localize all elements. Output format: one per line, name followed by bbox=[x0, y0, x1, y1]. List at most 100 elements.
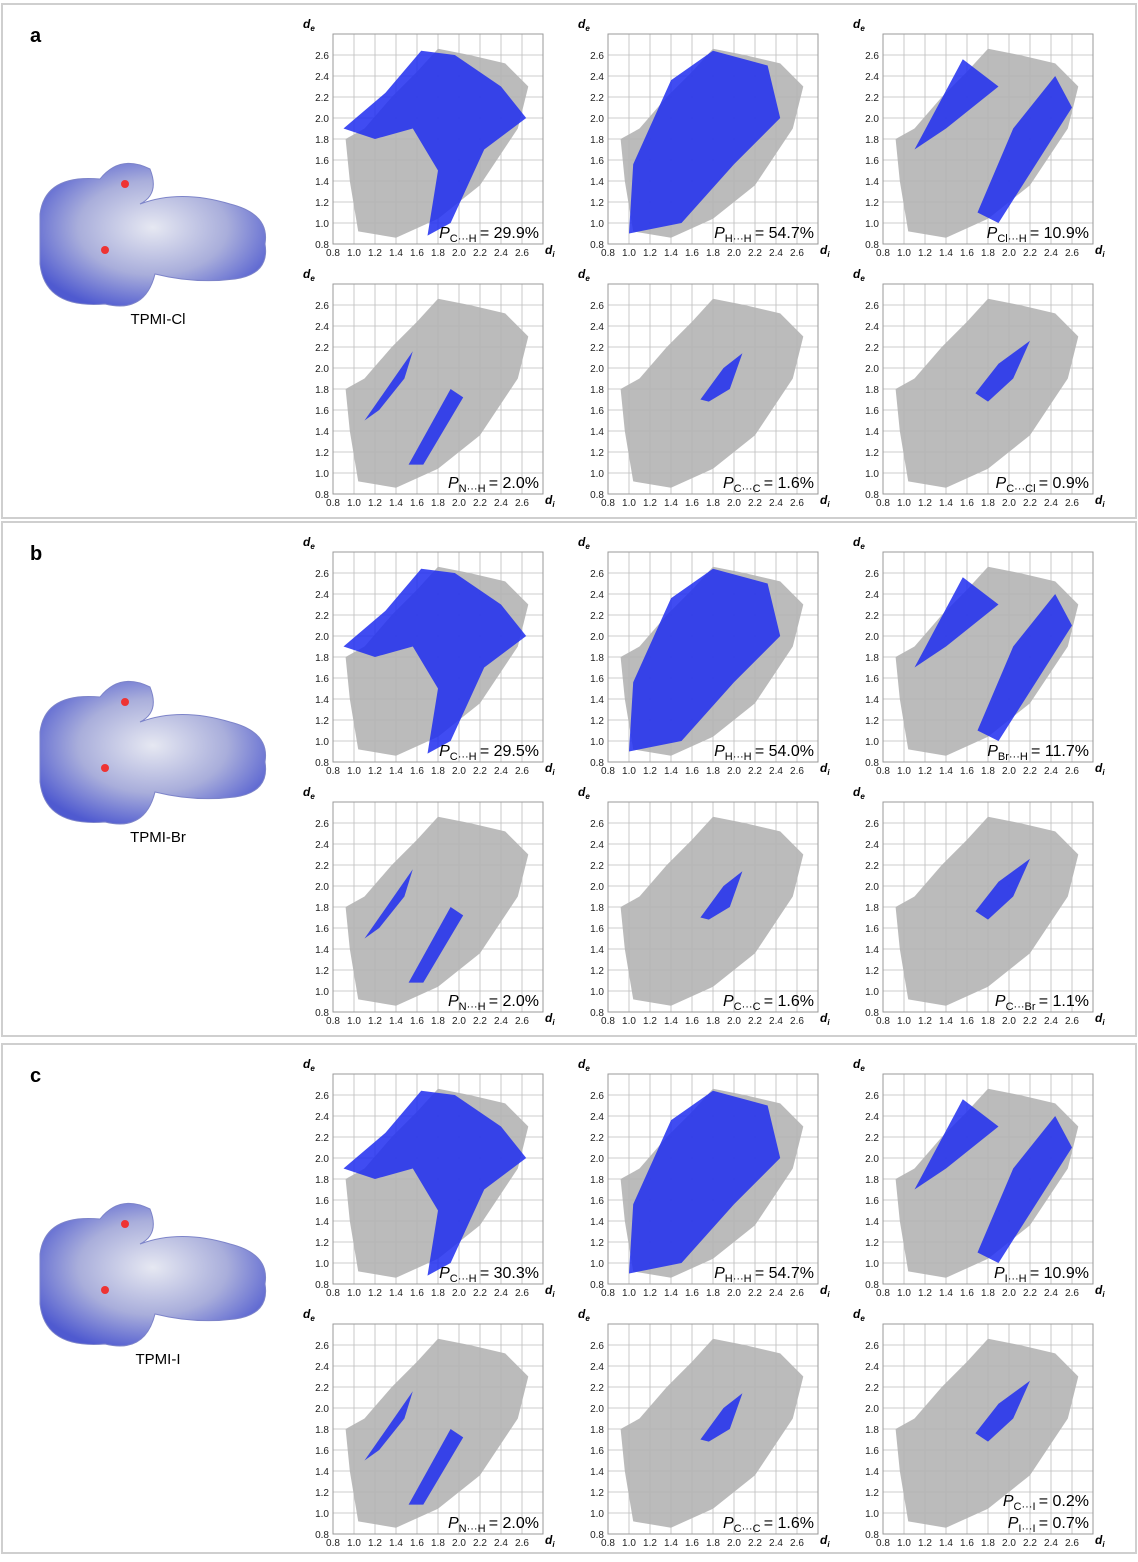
x-tick-label: 1.0 bbox=[897, 766, 911, 777]
contact-spot bbox=[101, 1286, 109, 1294]
x-tick-label: 1.4 bbox=[389, 1288, 403, 1299]
x-tick-label: 2.6 bbox=[515, 498, 529, 509]
x-tick-label: 1.6 bbox=[960, 766, 974, 777]
x-tick-label: 2.4 bbox=[769, 248, 783, 259]
x-tick-label: 2.2 bbox=[748, 1288, 762, 1299]
contact-pair: C···C bbox=[734, 1001, 761, 1013]
x-axis-label: di bbox=[545, 493, 555, 509]
x-tick-label: 2.2 bbox=[473, 1538, 487, 1549]
x-tick-label: 2.2 bbox=[748, 766, 762, 777]
x-tick-label: 1.0 bbox=[347, 248, 361, 259]
y-tick-label: 2.4 bbox=[865, 840, 879, 851]
x-tick-label: 2.2 bbox=[1023, 1288, 1037, 1299]
contact-percentage: PC···C = 1.6% bbox=[723, 475, 814, 495]
contact-pair: C···H bbox=[450, 1273, 477, 1285]
x-axis-label-sub: i bbox=[552, 1540, 555, 1549]
y-axis-label: de bbox=[853, 1307, 865, 1323]
y-tick-label: 2.0 bbox=[590, 114, 604, 125]
contact-pair: C···H bbox=[450, 233, 477, 245]
fingerprint-plot: 0.81.01.21.41.61.82.02.22.42.60.81.01.21… bbox=[578, 785, 830, 1027]
x-tick-label: 1.8 bbox=[431, 766, 445, 777]
x-tick-label: 2.6 bbox=[515, 1288, 529, 1299]
y-tick-label: 1.8 bbox=[590, 653, 604, 664]
y-tick-label: 2.6 bbox=[315, 1091, 329, 1102]
y-tick-label: 2.4 bbox=[590, 1362, 604, 1373]
y-axis-label-sub: e bbox=[860, 274, 865, 283]
x-axis-label-sub: i bbox=[1102, 1540, 1105, 1549]
x-tick-label: 2.4 bbox=[1044, 1016, 1058, 1027]
x-axis-label: di bbox=[820, 1533, 830, 1549]
x-tick-label: 2.0 bbox=[1002, 1016, 1016, 1027]
fingerprint-plot: 0.81.01.21.41.61.82.02.22.42.60.81.01.21… bbox=[578, 17, 830, 259]
x-tick-label: 2.2 bbox=[473, 766, 487, 777]
contact-symbol: P bbox=[439, 1265, 450, 1282]
y-tick-label: 2.2 bbox=[315, 611, 329, 622]
y-axis-label: de bbox=[303, 1057, 315, 1073]
y-axis-label: de bbox=[303, 535, 315, 551]
x-tick-label: 2.6 bbox=[1065, 766, 1079, 777]
x-tick-label: 1.4 bbox=[664, 498, 678, 509]
y-tick-label: 1.6 bbox=[590, 924, 604, 935]
y-tick-label: 1.8 bbox=[315, 1425, 329, 1436]
x-tick-label: 1.2 bbox=[368, 1288, 382, 1299]
x-tick-label: 1.4 bbox=[939, 1016, 953, 1027]
y-tick-label: 2.2 bbox=[315, 93, 329, 104]
y-axis-label: de bbox=[853, 267, 865, 283]
x-tick-label: 1.8 bbox=[431, 498, 445, 509]
y-axis-label-sub: e bbox=[585, 1314, 590, 1323]
y-tick-label: 2.0 bbox=[315, 632, 329, 643]
x-tick-label: 2.4 bbox=[769, 498, 783, 509]
x-tick-label: 2.6 bbox=[515, 1016, 529, 1027]
y-tick-label: 2.0 bbox=[865, 1154, 879, 1165]
contact-spot bbox=[121, 180, 129, 188]
contact-percentage: PC···C = 1.6% bbox=[723, 1515, 814, 1535]
y-tick-label: 2.6 bbox=[865, 1091, 879, 1102]
y-axis-label-sub: e bbox=[310, 1064, 315, 1073]
x-tick-label: 2.6 bbox=[790, 248, 804, 259]
x-tick-label: 2.6 bbox=[1065, 1288, 1079, 1299]
y-tick-label: 2.2 bbox=[315, 343, 329, 354]
contact-pair: C···C bbox=[734, 483, 761, 495]
y-axis-label: de bbox=[853, 1057, 865, 1073]
x-tick-label: 2.0 bbox=[452, 498, 466, 509]
x-tick-label: 2.4 bbox=[769, 1538, 783, 1549]
y-tick-label: 1.8 bbox=[315, 903, 329, 914]
x-axis-label-sub: i bbox=[1102, 768, 1105, 777]
y-tick-label: 2.6 bbox=[315, 301, 329, 312]
y-tick-label: 2.4 bbox=[315, 1362, 329, 1373]
y-tick-label: 1.0 bbox=[590, 1509, 604, 1520]
y-tick-label: 2.4 bbox=[590, 590, 604, 601]
y-tick-label: 1.0 bbox=[865, 987, 879, 998]
x-tick-label: 1.2 bbox=[918, 1288, 932, 1299]
y-tick-label: 1.2 bbox=[315, 716, 329, 727]
contact-value: = 1.6% bbox=[764, 475, 814, 492]
contact-symbol: P bbox=[448, 993, 459, 1010]
y-tick-label: 2.4 bbox=[590, 1112, 604, 1123]
molecule-surface bbox=[40, 681, 266, 824]
x-tick-label: 1.6 bbox=[410, 766, 424, 777]
contact-value: = 1.6% bbox=[764, 993, 814, 1010]
x-tick-label: 1.4 bbox=[389, 1538, 403, 1549]
x-tick-label: 1.0 bbox=[347, 766, 361, 777]
molecule-surface bbox=[40, 1203, 266, 1346]
x-tick-label: 1.0 bbox=[347, 498, 361, 509]
y-tick-label: 0.8 bbox=[315, 758, 329, 769]
y-tick-label: 2.2 bbox=[590, 861, 604, 872]
x-tick-label: 2.0 bbox=[452, 1016, 466, 1027]
y-axis-label-sub: e bbox=[310, 542, 315, 551]
x-axis-label: di bbox=[1095, 761, 1105, 777]
x-tick-label: 2.4 bbox=[494, 498, 508, 509]
contact-value: = 54.0% bbox=[755, 743, 814, 760]
y-tick-label: 1.2 bbox=[590, 716, 604, 727]
x-tick-label: 1.4 bbox=[939, 1538, 953, 1549]
contact-percentage: PC···I = 0.2% bbox=[1003, 1493, 1089, 1513]
y-tick-label: 2.6 bbox=[315, 819, 329, 830]
x-tick-label: 2.0 bbox=[727, 248, 741, 259]
x-tick-label: 1.6 bbox=[960, 1288, 974, 1299]
surface bbox=[40, 163, 266, 306]
contact-pair: I···I bbox=[1018, 1523, 1035, 1535]
x-tick-label: 1.0 bbox=[347, 1016, 361, 1027]
x-tick-label: 2.2 bbox=[1023, 498, 1037, 509]
contact-percentage: PN···H = 2.0% bbox=[448, 475, 539, 495]
y-tick-label: 2.6 bbox=[865, 51, 879, 62]
